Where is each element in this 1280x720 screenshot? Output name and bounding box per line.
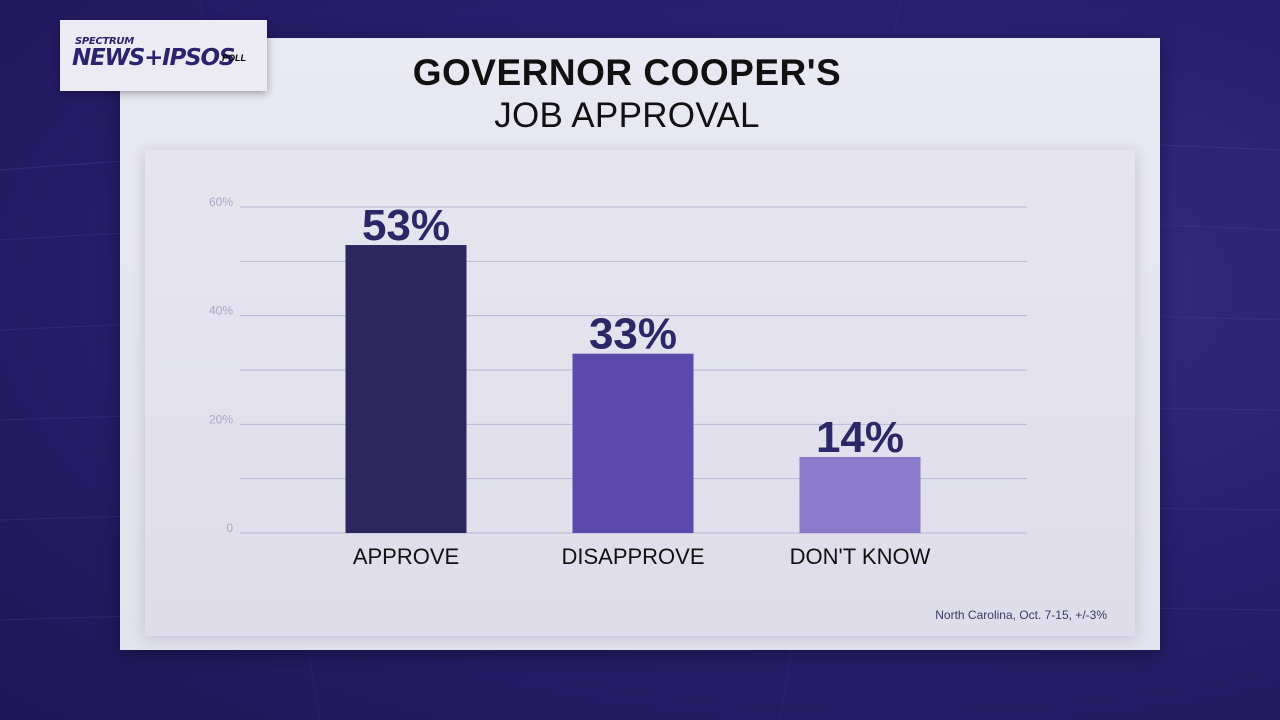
data-label: 14% xyxy=(816,413,904,462)
data-label: 33% xyxy=(589,310,677,359)
logo-sub-text: POLL xyxy=(222,53,246,63)
bar-dont-know xyxy=(799,456,921,533)
data-label: 53% xyxy=(362,201,450,250)
chart-title-line-1: GOVERNOR COOPER'S xyxy=(412,52,842,93)
spectrum-news-ipsos-logo: SPECTRUM NEWS+IPSOS xyxy=(60,20,267,91)
y-tick-label: 20% xyxy=(209,412,233,426)
logo-main-text: NEWS+IPSOS xyxy=(72,45,235,71)
y-tick-label: 0 xyxy=(226,521,233,535)
source-note: North Carolina, Oct. 7-15, +/-3% xyxy=(935,608,1107,622)
logo-top-text: SPECTRUM xyxy=(75,36,134,47)
y-tick-label: 60% xyxy=(209,195,233,209)
chart-title-line-2: JOB APPROVAL xyxy=(494,96,760,135)
category-label: DON'T KNOW xyxy=(790,544,931,569)
bar-approve xyxy=(345,245,467,534)
bar-disapprove xyxy=(572,353,694,533)
y-tick-label: 40% xyxy=(209,304,233,318)
category-label: DISAPPROVE xyxy=(561,544,704,569)
category-label: APPROVE xyxy=(353,544,459,569)
